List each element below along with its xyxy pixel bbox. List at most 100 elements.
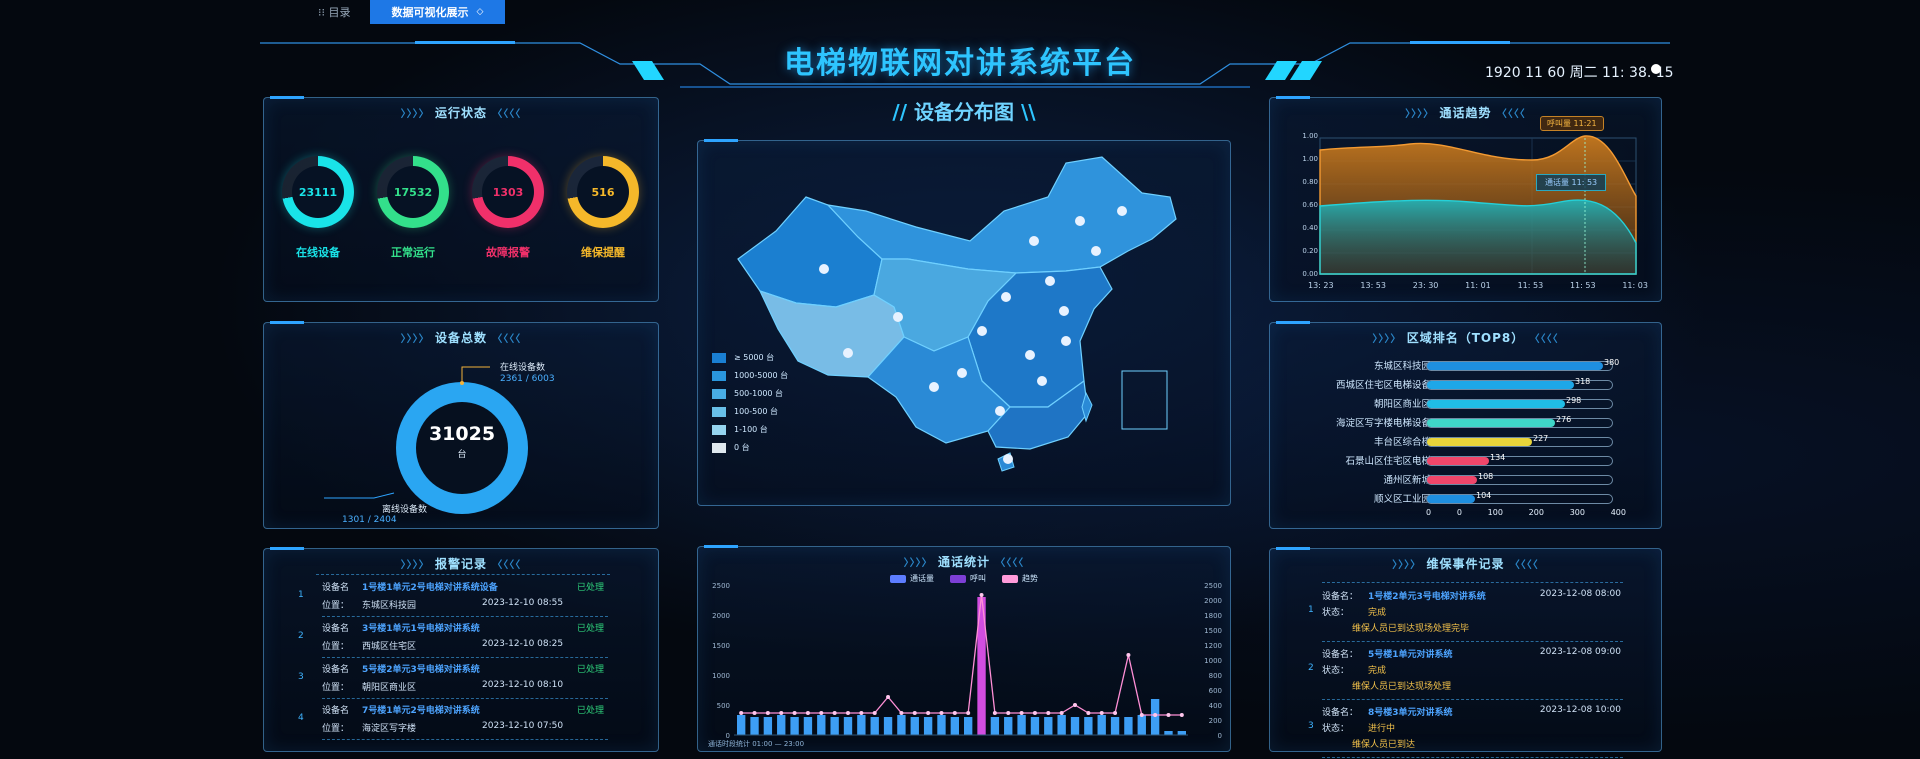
record-location: 西城区住宅区 (362, 642, 417, 652)
record-time: 2023-12-10 07:50 (482, 721, 564, 731)
calls-trend-point (1086, 711, 1091, 715)
rank-row[interactable]: 西城区住宅区电梯设备 318 (1270, 376, 1661, 392)
record-key: 设备名 (322, 624, 350, 634)
calls-bar (1150, 699, 1160, 735)
rank-value: 298 (1566, 396, 1582, 405)
calls-trend-point (1019, 711, 1024, 715)
calls-trend-point (739, 711, 744, 715)
record-device: 5号楼2单元3号电梯对讲系统 (362, 665, 480, 675)
calls-trend-point (912, 711, 917, 715)
y-right-tick: 600 (1209, 687, 1222, 695)
record-device: 3号楼1单元1号电梯对讲系统 (362, 624, 480, 634)
y-right-tick: 1000 (1204, 657, 1222, 665)
menu-tab[interactable]: ⁝⁝ 目录 (318, 0, 351, 24)
calls-trend-point (979, 593, 984, 597)
rank-row[interactable]: 顺义区工业园 104 (1270, 490, 1661, 506)
map-legend-item: 1000-5000 台 (712, 369, 832, 383)
china-map[interactable] (698, 141, 1230, 505)
rank-axis-tick: 400 (1610, 508, 1626, 517)
record-index: 4 (298, 713, 304, 723)
calls-legend-swatch (1002, 574, 1018, 583)
calls-trend-point (1073, 703, 1077, 707)
record-key2: 位置： (322, 642, 350, 652)
status-ring: 17532 (377, 156, 449, 228)
legend-swatch (712, 371, 726, 381)
event-row[interactable]: 3 设备名： 8号楼3单元对讲系统 2023-12-08 10:00 状态： 进行中 维保人… (1308, 701, 1623, 758)
calls-legend-swatch (950, 574, 966, 583)
record-row[interactable]: 3 设备名 5号楼2单元3号电梯对讲系统 已处理 位置： 朝阳区商业区 2023-12-10… (298, 658, 608, 699)
calls-bar (777, 715, 786, 735)
calls-trend-point (792, 711, 797, 715)
status-ring-label: 在线设备 (296, 246, 340, 259)
trend-panel: 〉〉〉〉 通话趋势 〈〈〈〈 1.00 1.00 0.80 0.60 0.40 0.20 0… (1269, 96, 1662, 302)
calls-trend-point (805, 711, 810, 715)
record-row[interactable]: 1 设备名 1号楼1单元2号电梯对讲系统设备 已处理 位置： 东城区科技园 2023-12-… (298, 576, 608, 617)
legend-label: 100-500 台 (734, 407, 778, 416)
rank-value: 318 (1575, 377, 1591, 386)
event-key: 设备名： (1322, 650, 1359, 660)
y-left-tick: 2000 (712, 612, 730, 620)
status-ring-label: 故障报警 (486, 246, 530, 259)
calls-trend-point (926, 711, 931, 715)
calls-caption: 通话时段统计 01:00 — 23:00 (708, 740, 805, 748)
rank-panel-title: 〉〉〉〉 区域排名（TOP8） 〈〈〈〈 (1372, 331, 1559, 345)
record-row[interactable]: 4 设备名 7号楼1单元2号电梯对讲系统 已处理 位置： 海淀区写字楼 2023-12-10… (298, 699, 608, 740)
total-unit: 台 (457, 450, 467, 460)
event-state: 完成 (1368, 608, 1387, 618)
y-right-tick: 1500 (1204, 627, 1222, 635)
trend-y-tick: 1.00 (1302, 132, 1318, 140)
y-right-tick: 800 (1209, 672, 1222, 680)
calls-legend: 通话量 呼叫 趋势 (698, 573, 1230, 584)
status-panel: 〉〉〉〉 运行状态 〈〈〈〈 23111 在线设备 17532 正常运行 1303 故障报… (263, 96, 659, 302)
calls-trend-point (859, 711, 864, 715)
event-note: 维保人员已到达 (1352, 740, 1416, 750)
calls-trend-point (1059, 711, 1064, 715)
calls-panel-title: 〉〉〉〉 通话统计 〈〈〈〈 (903, 555, 1025, 569)
record-device: 7号楼1单元2号电梯对讲系统 (362, 706, 480, 716)
calls-trend-point (846, 711, 850, 715)
trend-x-tick: 11: 53 (1517, 281, 1544, 290)
active-view-button[interactable]: 数据可视化展示 ◇ (370, 0, 505, 24)
y-right-tick: 200 (1209, 717, 1222, 725)
calls-trend-point (1126, 653, 1131, 657)
rank-row[interactable]: 丰台区综合楼 227 (1270, 433, 1661, 449)
settings-icon[interactable] (1651, 64, 1661, 74)
rank-row[interactable]: 石景山区住宅区电梯 134 (1270, 452, 1661, 468)
calls-bar (923, 717, 933, 735)
rank-row[interactable]: 通州区新城 108 (1270, 471, 1661, 487)
trend-y-axis: 1.00 1.00 0.80 0.60 0.40 0.20 0.00 (1292, 132, 1318, 293)
y-right-tick: 400 (1209, 702, 1222, 710)
event-time: 2023-12-08 09:00 (1539, 647, 1621, 657)
calls-trend-point (1046, 711, 1051, 715)
calls-legend-swatch (890, 574, 906, 583)
calls-trend-point (992, 711, 997, 715)
rank-row[interactable]: 朝阳区商业区 298 (1270, 395, 1661, 411)
rank-row[interactable]: 东城区科技园 380 (1270, 357, 1661, 373)
event-row[interactable]: 2 设备名： 5号楼1单元对讲系统 2023-12-08 09:00 状态： 完成 维保人员… (1308, 643, 1623, 700)
event-device: 5号楼1单元对讲系统 (1368, 650, 1453, 660)
events-panel-title: 〉〉〉〉 维保事件记录 〈〈〈〈 (1392, 557, 1539, 571)
y-left-tick: 1500 (712, 642, 730, 650)
calls-trend-point (966, 711, 971, 715)
event-device: 1号楼2单元3号电梯对讲系统 (1368, 592, 1486, 602)
record-key: 设备名 (322, 583, 350, 593)
status-ring-value: 17532 (387, 166, 439, 218)
calls-bar (817, 715, 826, 735)
calls-trend-line (741, 594, 1182, 716)
calls-bar (750, 717, 759, 735)
total-value: 31025 (428, 423, 496, 445)
calls-bar (964, 717, 973, 735)
rank-fill (1427, 495, 1475, 503)
legend-label: ≥ 5000 台 (734, 353, 775, 362)
legend-label: 0 台 (734, 443, 750, 452)
rank-row[interactable]: 海淀区写字楼电梯设备 276 (1270, 414, 1661, 430)
trend-x-tick: 11: 53 (1569, 281, 1596, 290)
calls-bar (803, 717, 813, 735)
event-row[interactable]: 1 设备名： 1号楼2单元3号电梯对讲系统 2023-12-08 08:00 状态： 完成… (1308, 585, 1623, 642)
calls-trend-point (779, 711, 784, 715)
calls-bar (870, 717, 879, 735)
record-location: 朝阳区商业区 (362, 683, 417, 693)
record-row[interactable]: 2 设备名 3号楼1单元1号电梯对讲系统 已处理 位置： 西城区住宅区 2023-12-10… (298, 617, 608, 658)
trend-x-tick: 23: 30 (1412, 281, 1439, 290)
calls-bar (1084, 717, 1093, 735)
